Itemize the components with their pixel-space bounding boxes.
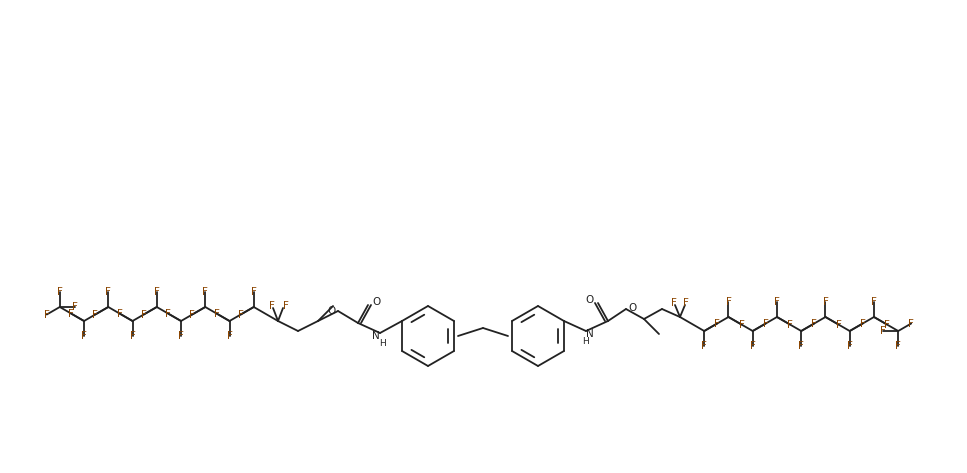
Text: F: F <box>871 297 877 307</box>
Text: F: F <box>93 309 99 319</box>
Text: F: F <box>835 319 841 330</box>
Text: F: F <box>226 331 232 341</box>
Text: N: N <box>372 331 380 341</box>
Text: F: F <box>880 326 886 336</box>
Text: F: F <box>799 341 805 351</box>
Text: F: F <box>214 308 220 318</box>
Text: F: F <box>683 298 689 308</box>
Text: F: F <box>774 297 780 307</box>
Text: F: F <box>165 308 171 318</box>
Text: F: F <box>749 341 755 351</box>
Text: F: F <box>847 341 853 351</box>
Text: H: H <box>379 339 386 348</box>
Text: F: F <box>117 308 123 318</box>
Text: F: F <box>763 318 769 329</box>
Text: F: F <box>190 309 195 319</box>
Text: F: F <box>895 341 901 351</box>
Text: F: F <box>725 297 731 307</box>
Text: H: H <box>582 336 589 345</box>
Text: N: N <box>586 329 594 339</box>
Text: F: F <box>68 308 74 318</box>
Text: F: F <box>908 318 914 329</box>
Text: F: F <box>178 331 184 341</box>
Text: F: F <box>81 331 87 341</box>
Text: F: F <box>105 287 111 297</box>
Text: O: O <box>372 297 380 307</box>
Text: O: O <box>327 306 336 316</box>
Text: F: F <box>238 309 244 319</box>
Text: F: F <box>739 319 745 330</box>
Text: F: F <box>787 319 793 330</box>
Text: F: F <box>811 318 817 329</box>
Text: F: F <box>701 341 707 351</box>
Text: O: O <box>629 303 637 313</box>
Text: F: F <box>860 318 865 329</box>
Text: F: F <box>884 319 890 330</box>
Text: F: F <box>141 309 147 319</box>
Text: F: F <box>130 331 135 341</box>
Text: F: F <box>715 318 720 329</box>
Text: F: F <box>250 287 256 297</box>
Text: F: F <box>269 301 275 311</box>
Text: F: F <box>72 302 77 312</box>
Text: F: F <box>671 298 677 308</box>
Text: O: O <box>586 295 594 305</box>
Text: F: F <box>283 301 289 311</box>
Text: F: F <box>154 287 160 297</box>
Text: F: F <box>823 297 829 307</box>
Text: F: F <box>202 287 208 297</box>
Text: F: F <box>44 309 49 319</box>
Text: F: F <box>57 287 63 297</box>
